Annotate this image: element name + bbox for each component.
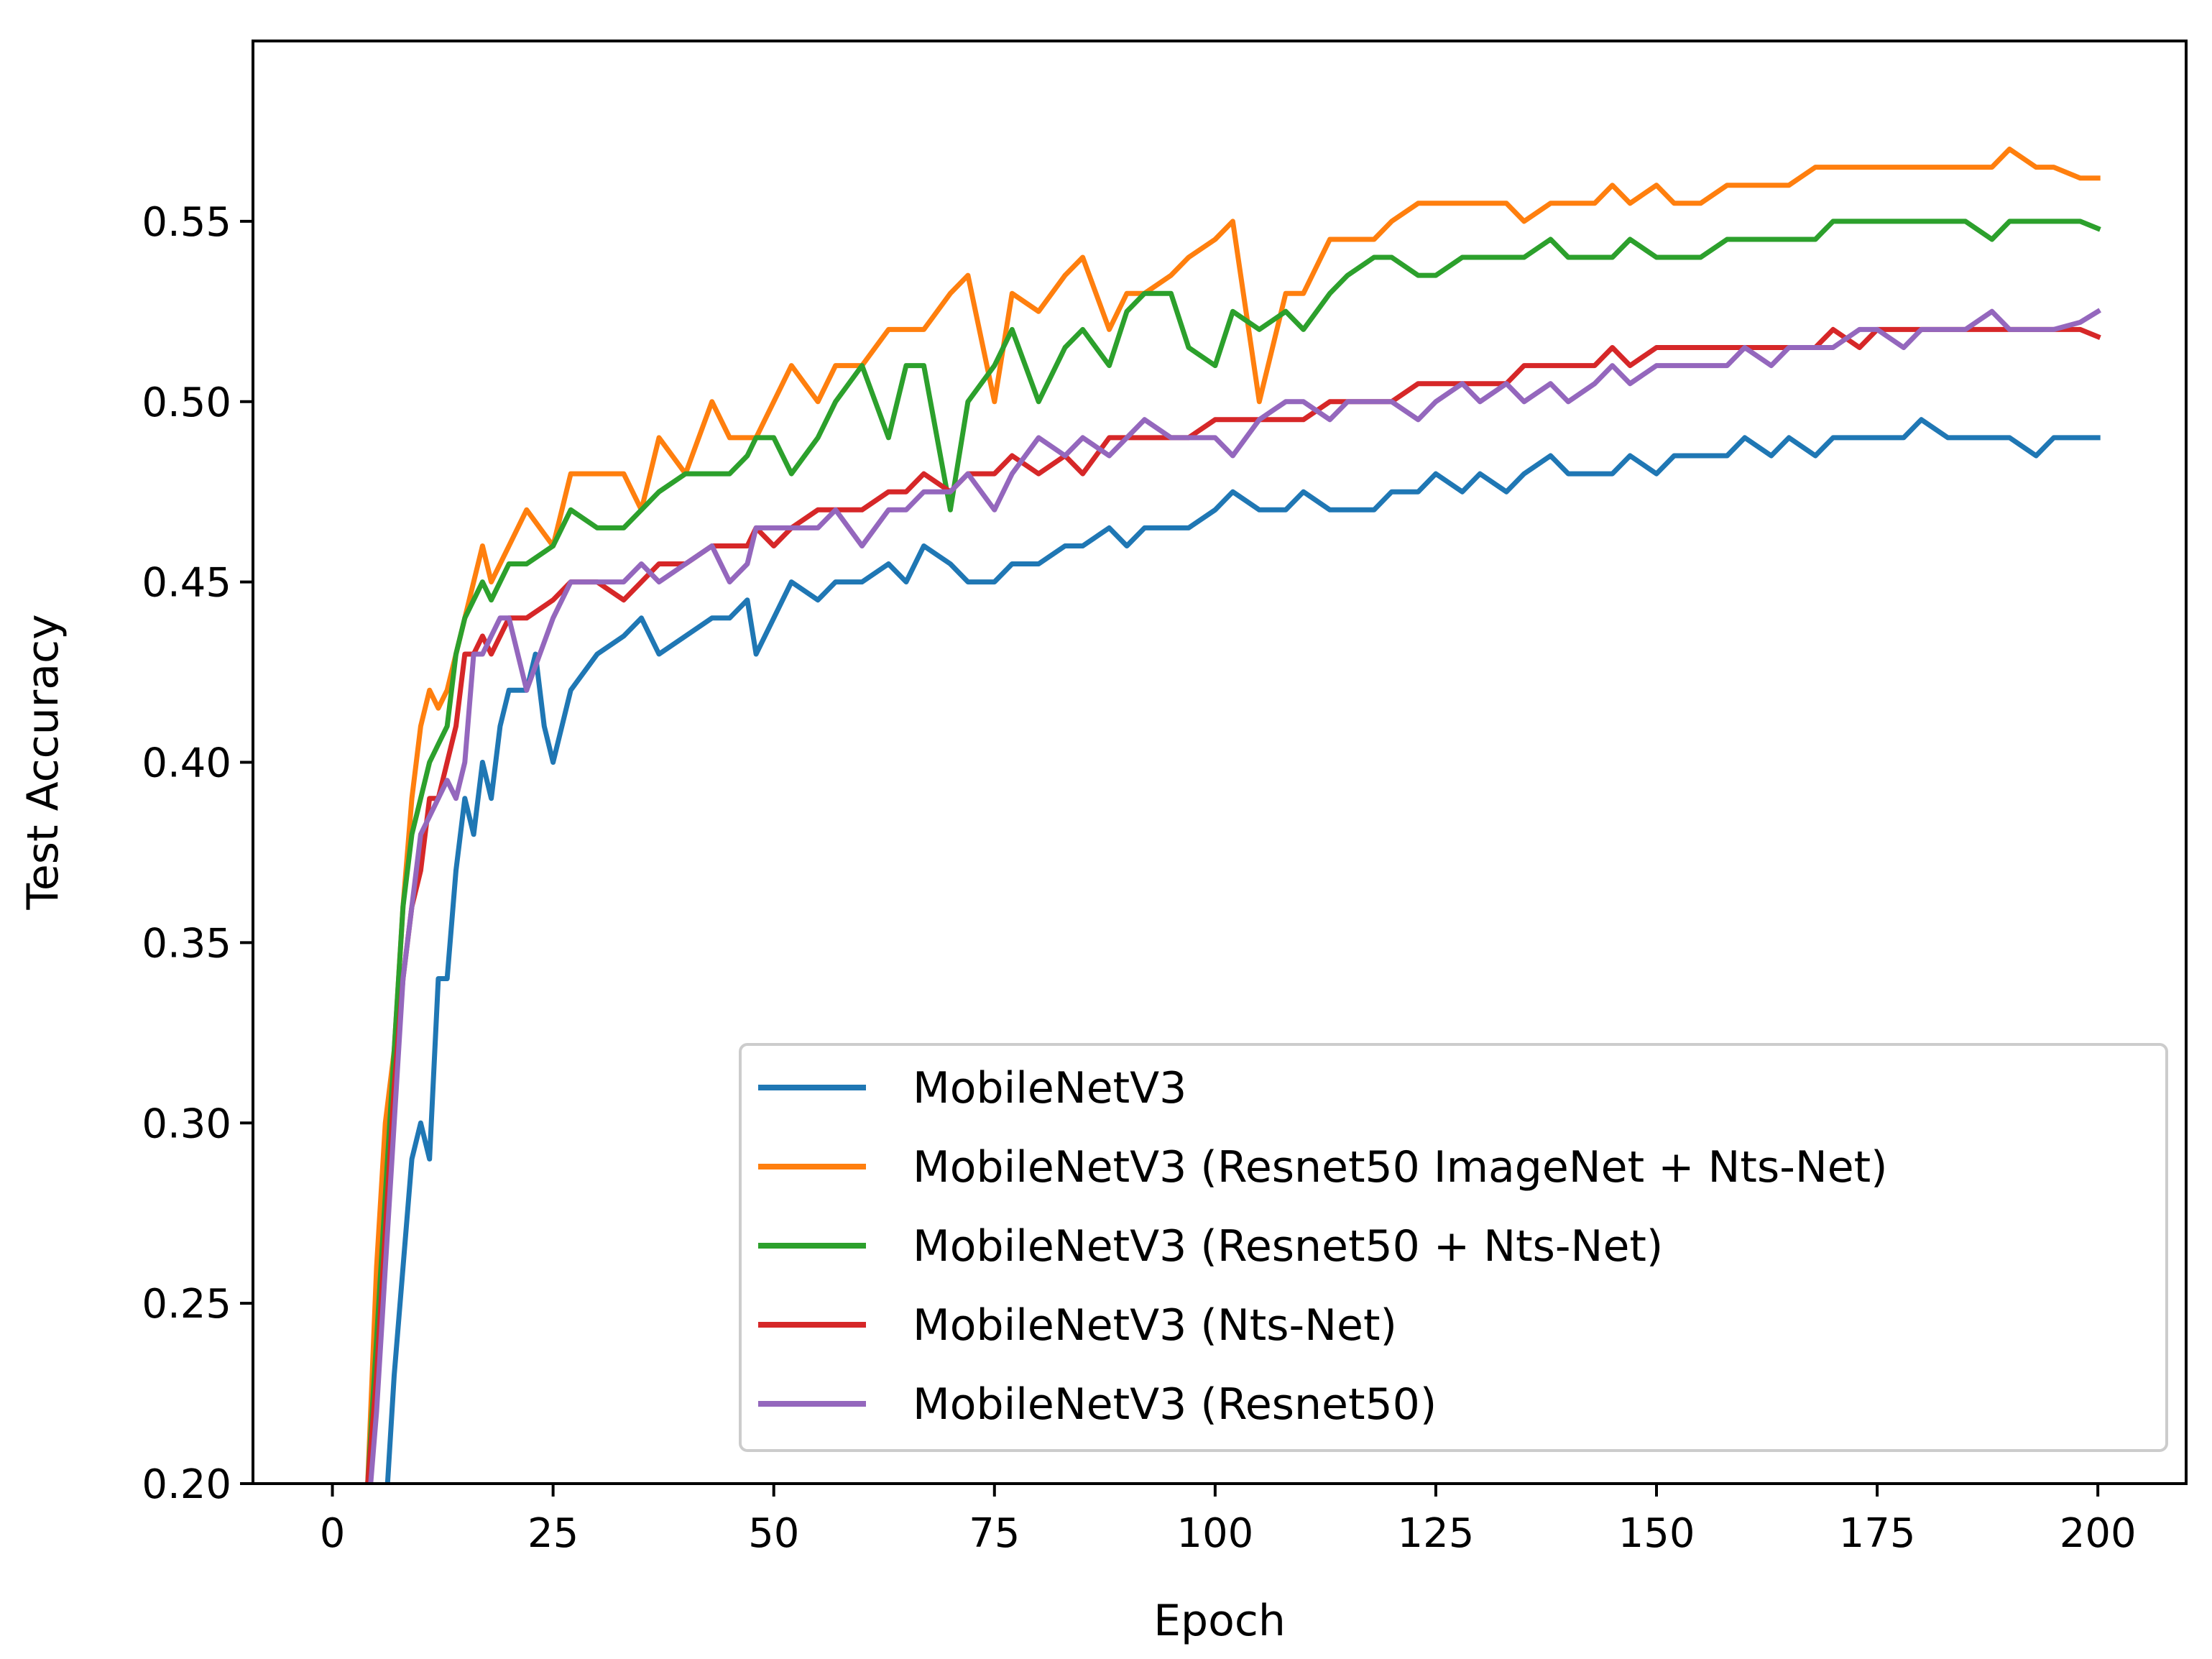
legend-label: MobileNetV3 (Nts-Net) [913, 1300, 1397, 1351]
legend-label: MobileNetV3 (Resnet50 + Nts-Net) [913, 1221, 1663, 1272]
y-tick-label: 0.35 [142, 920, 231, 967]
y-tick-label: 0.25 [142, 1281, 231, 1328]
x-tick-label: 200 [2060, 1510, 2137, 1557]
legend-box [739, 1043, 2168, 1452]
x-tick-label: 100 [1176, 1510, 1253, 1557]
series-layer [365, 147, 2102, 1484]
x-tick-label: 150 [1618, 1510, 1695, 1557]
y-axis: 0.20 0.25 0.30 0.35 0.40 0.45 0.50 0.55 [142, 199, 253, 1508]
y-tick-label: 0.20 [142, 1461, 231, 1508]
x-tick-label: 175 [1839, 1510, 1916, 1557]
x-tick-label: 25 [527, 1510, 579, 1557]
series-line-1 [384, 417, 2101, 1484]
series-line-4 [365, 326, 2101, 1484]
series-line-3 [365, 219, 2101, 1484]
y-tick-label: 0.55 [142, 199, 231, 246]
legend-label: MobileNetV3 [913, 1063, 1186, 1113]
y-tick-label: 0.45 [142, 560, 231, 607]
y-tick-label: 0.30 [142, 1100, 231, 1147]
series-line-2 [365, 147, 2101, 1484]
legend-label: MobileNetV3 (Resnet50 ImageNet + Nts-Net… [913, 1142, 1888, 1192]
y-tick-label: 0.50 [142, 380, 231, 426]
x-tick-label: 125 [1397, 1510, 1474, 1557]
x-tick-label: 75 [969, 1510, 1020, 1557]
legend: MobileNetV3 MobileNetV3 (Resnet50 ImageNe… [739, 1043, 2168, 1452]
x-tick-label: 50 [748, 1510, 799, 1557]
y-tick-label: 0.40 [142, 740, 231, 787]
legend-label: MobileNetV3 (Resnet50) [913, 1379, 1437, 1430]
x-tick-label: 0 [320, 1510, 346, 1557]
y-axis-label: Test Accuracy [18, 614, 68, 910]
x-axis: 0 25 50 75 100 125 150 175 200 [320, 1484, 2137, 1557]
series-line-5 [368, 308, 2102, 1484]
x-axis-label: Epoch [1153, 1596, 1286, 1646]
